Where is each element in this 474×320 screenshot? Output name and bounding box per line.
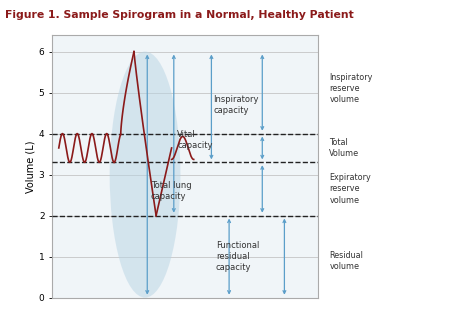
Text: Expiratory
reserve
volume: Expiratory reserve volume	[329, 173, 371, 204]
Text: Inspiratory
reserve
volume: Inspiratory reserve volume	[329, 73, 373, 104]
Ellipse shape	[109, 52, 181, 298]
Text: Figure 1. Sample Spirogram in a Normal, Healthy Patient: Figure 1. Sample Spirogram in a Normal, …	[5, 10, 354, 20]
Y-axis label: Volume (L): Volume (L)	[26, 140, 36, 193]
Text: Residual
volume: Residual volume	[329, 251, 363, 271]
Text: Functional
residual
capacity: Functional residual capacity	[216, 241, 259, 272]
Text: Total lung
capacity: Total lung capacity	[151, 181, 191, 201]
Text: Total
Volume: Total Volume	[329, 138, 360, 158]
Text: Vital
capacity: Vital capacity	[177, 130, 213, 150]
Text: Inspiratory
capacity: Inspiratory capacity	[214, 95, 259, 115]
